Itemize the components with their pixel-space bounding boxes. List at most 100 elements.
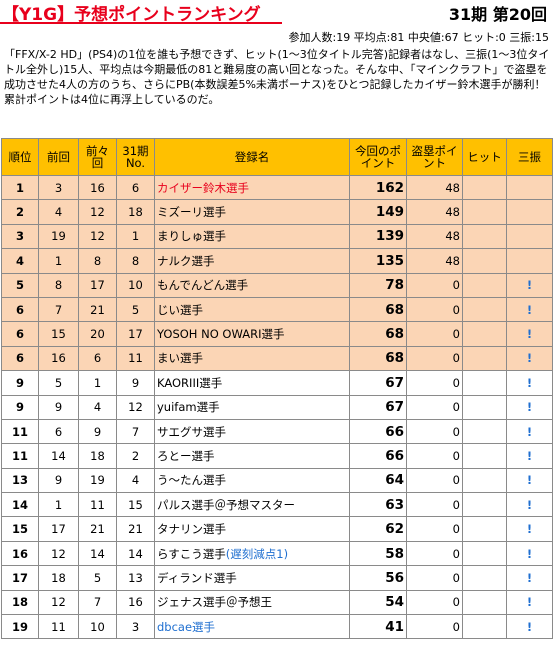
prev-cell: 9 (38, 467, 79, 494)
player-name: ナルク選手 (157, 253, 215, 268)
prev2-cell: 14 (78, 540, 117, 567)
player-name: サエグサ選手 (157, 424, 226, 439)
points-cell: 41 (349, 614, 407, 640)
points-cell: 68 (349, 296, 407, 323)
points-cell: 162 (349, 174, 407, 201)
strikeout-cell: ! (506, 589, 553, 616)
number-cell: 10 (116, 272, 155, 298)
header-hit: ヒット (462, 138, 507, 176)
prev2-cell: 12 (78, 223, 117, 250)
points-cell: 62 (349, 516, 407, 542)
points-cell: 56 (349, 565, 407, 591)
table-header-row: 順位 前回 前々回 31期No. 登録名 今回のポイント 盗塁ポイント ヒット … (1, 138, 553, 176)
strikeout-cell: ! (506, 565, 553, 591)
hit-cell (462, 199, 507, 225)
prev2-cell: 9 (78, 418, 117, 445)
rank-cell: 13 (1, 467, 39, 494)
prev-cell: 18 (38, 565, 79, 591)
hit-cell (462, 174, 507, 201)
player-name: らすこう選手 (157, 546, 226, 561)
points-cell: 64 (349, 467, 407, 494)
player-name: yuifam選手 (157, 400, 220, 415)
hit-cell (462, 223, 507, 250)
name-cell: パルス選手＠予想マスター (154, 492, 350, 518)
strikeout-cell: ! (506, 345, 553, 372)
name-cell: ミズーリ選手 (154, 199, 350, 225)
prev2-cell: 1 (78, 370, 117, 396)
hit-cell (462, 492, 507, 518)
prev2-cell: 6 (78, 345, 117, 372)
header-prev: 前回 (38, 138, 79, 176)
strikeout-cell: ! (506, 272, 553, 298)
number-cell: 5 (116, 296, 155, 323)
steal-cell: 0 (406, 370, 463, 396)
name-cell: YOSOH NO OWARI選手 (154, 321, 350, 347)
rank-cell: 4 (1, 248, 39, 274)
points-cell: 58 (349, 540, 407, 567)
steal-cell: 0 (406, 565, 463, 591)
prev2-cell: 12 (78, 199, 117, 225)
player-name: dbcae選手 (157, 619, 216, 634)
rank-cell: 14 (1, 492, 39, 518)
header-name: 登録名 (154, 138, 350, 176)
number-cell: 15 (116, 492, 155, 518)
rank-cell: 11 (1, 418, 39, 445)
steal-cell: 48 (406, 223, 463, 250)
name-cell: もんでんどん選手 (154, 272, 350, 298)
table-row: 19 11 10 3 dbcae選手 41 0! (1, 614, 553, 640)
steal-cell: 48 (406, 199, 463, 225)
prev-cell: 12 (38, 540, 79, 567)
player-name: KAORIII選手 (157, 375, 223, 390)
prev2-cell: 20 (78, 321, 117, 347)
points-cell: 149 (349, 199, 407, 225)
player-name: タナリン選手 (157, 522, 226, 537)
round-summary: 「FFX/X-2 HD」(PS4)の1位を誰も予想できず、ヒット(1〜3位タイト… (4, 48, 550, 106)
steal-cell: 0 (406, 589, 463, 616)
rank-cell: 11 (1, 443, 39, 469)
steal-cell: 0 (406, 540, 463, 567)
hit-cell (462, 516, 507, 542)
rank-cell: 9 (1, 394, 39, 420)
prev-cell: 19 (38, 223, 79, 250)
prev-cell: 16 (38, 345, 79, 372)
strikeout-cell: ! (506, 418, 553, 445)
player-name: カイザー鈴木選手 (157, 180, 249, 195)
table-row: 11 14 18 2 ろとー選手 66 0! (1, 443, 553, 469)
player-name: ジェナス選手＠予想王 (157, 595, 272, 610)
steal-cell: 0 (406, 272, 463, 298)
steal-cell: 0 (406, 345, 463, 372)
prev-cell: 8 (38, 272, 79, 298)
points-cell: 135 (349, 248, 407, 274)
rank-cell: 3 (1, 223, 39, 250)
player-name: ディランド選手 (157, 570, 237, 585)
title-underline (0, 22, 282, 24)
name-cell: ジェナス選手＠予想王 (154, 589, 350, 616)
steal-cell: 0 (406, 492, 463, 518)
page-title: 【Y1G】予想ポイントランキング (2, 5, 261, 25)
number-cell: 18 (116, 199, 155, 225)
player-name: ミズーリ選手 (157, 205, 226, 220)
strikeout-cell: ! (506, 370, 553, 396)
points-cell: 68 (349, 345, 407, 372)
rank-cell: 18 (1, 589, 39, 616)
number-cell: 21 (116, 516, 155, 542)
header-strikeout: 三振 (506, 138, 553, 176)
prev-cell: 5 (38, 370, 79, 396)
points-cell: 63 (349, 492, 407, 518)
hit-cell (462, 394, 507, 420)
prev-cell: 1 (38, 248, 79, 274)
rank-cell: 2 (1, 199, 39, 225)
hit-cell (462, 614, 507, 640)
number-cell: 12 (116, 394, 155, 420)
participant-stats: 参加人数:19 平均点:81 中央値:67 ヒット:0 三振:15 (288, 31, 549, 44)
table-row: 16 12 14 14 らすこう選手(遅刻減点1) 58 0! (1, 540, 553, 567)
hit-cell (462, 370, 507, 396)
player-name: YOSOH NO OWARI選手 (157, 327, 285, 342)
name-cell: カイザー鈴木選手 (154, 174, 350, 201)
hit-cell (462, 467, 507, 494)
name-cell: KAORIII選手 (154, 370, 350, 396)
table-row: 11 6 9 7 サエグサ選手 66 0! (1, 418, 553, 445)
hit-cell (462, 345, 507, 372)
name-cell: yuifam選手 (154, 394, 350, 420)
rank-cell: 1 (1, 174, 39, 201)
